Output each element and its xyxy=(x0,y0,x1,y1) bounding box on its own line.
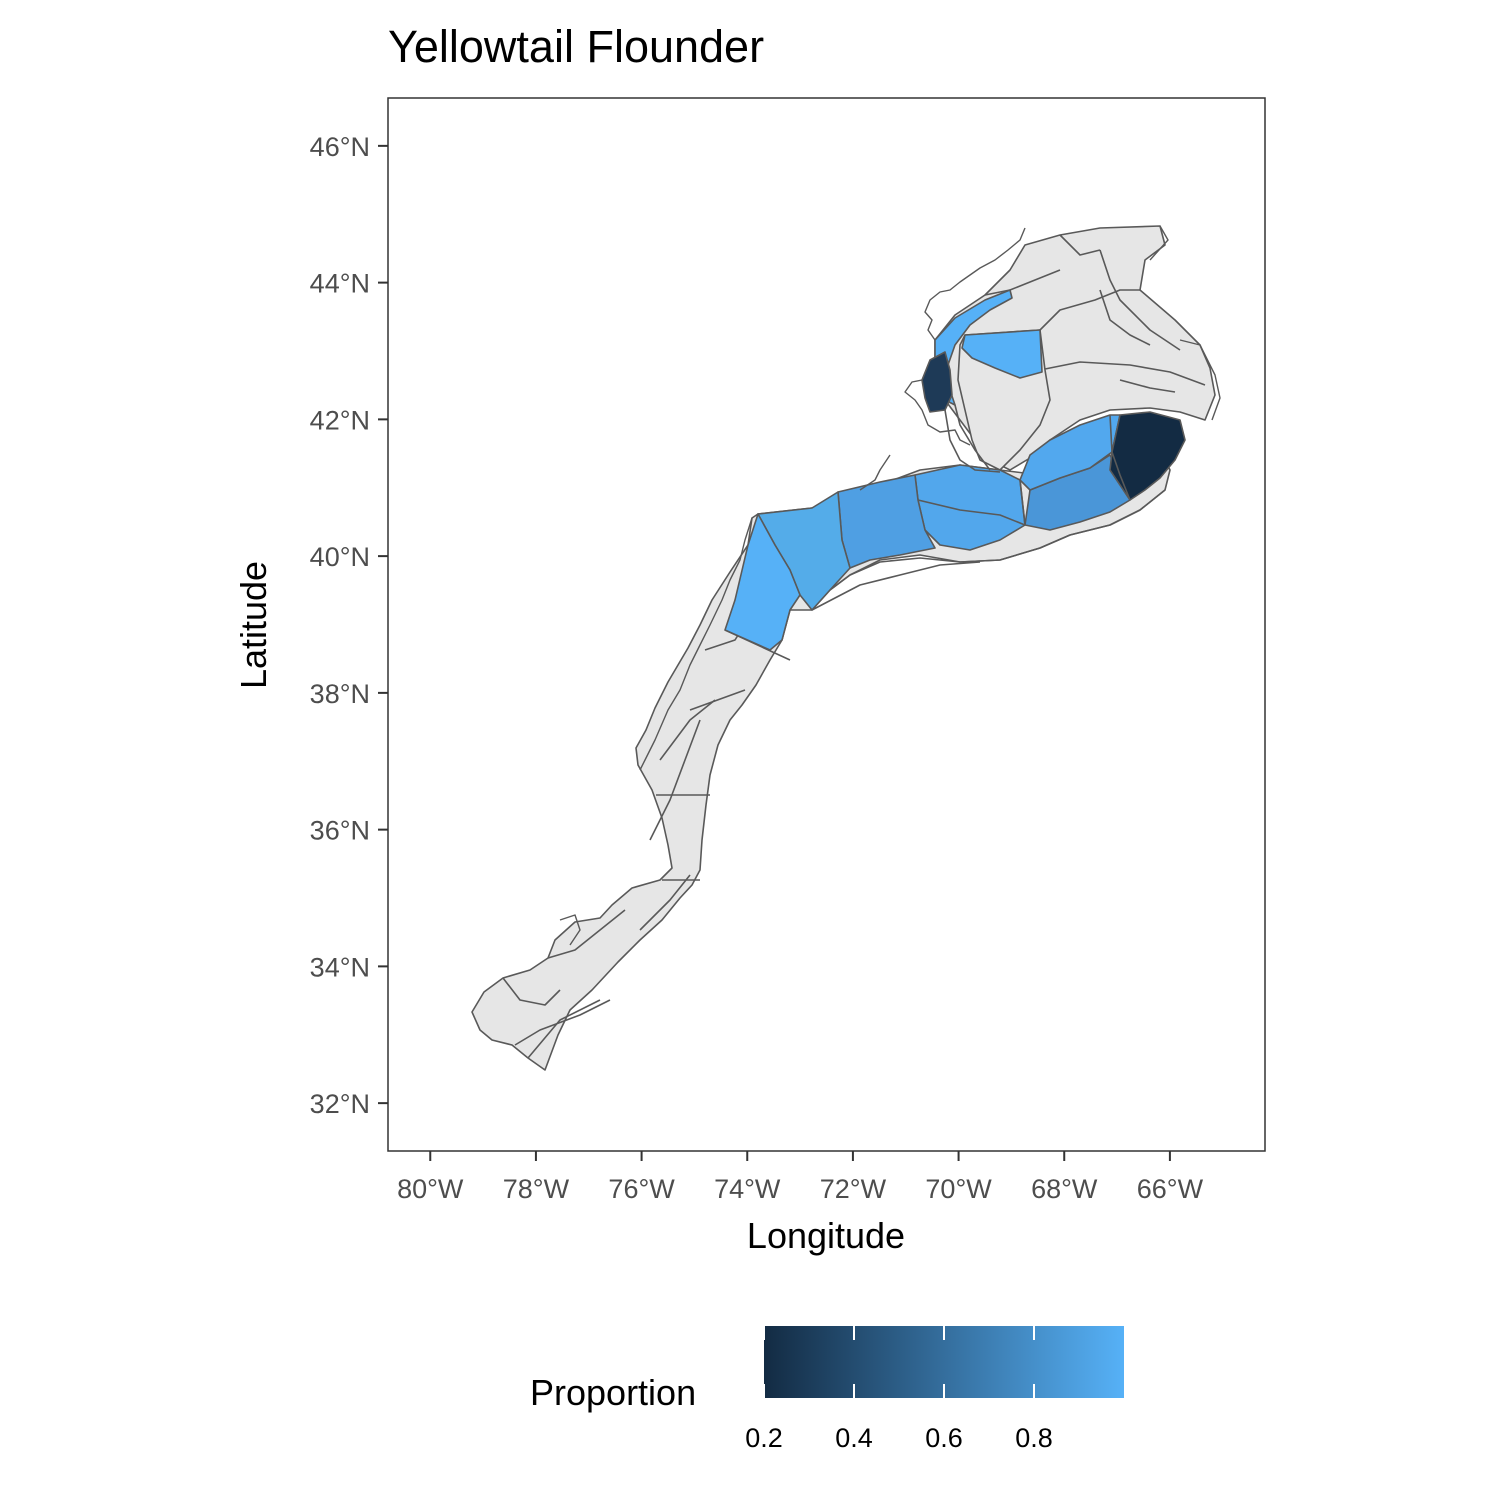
x-tick-label: 70°W xyxy=(925,1174,992,1204)
legend: Proportion 0.2 0.4 0.6 0.8 xyxy=(530,1326,1124,1453)
x-axis: 80°W 78°W 76°W 74°W 72°W 70°W 68°W 66°W xyxy=(397,1151,1204,1204)
y-tick-label: 44°N xyxy=(310,269,370,299)
plot-title: Yellowtail Flounder xyxy=(388,21,764,72)
coastline xyxy=(559,225,1221,946)
southern-strata-lines xyxy=(502,599,791,1059)
legend-tick-label: 0.6 xyxy=(925,1423,963,1453)
y-tick-label: 34°N xyxy=(310,952,370,982)
legend-ticks: 0.2 0.4 0.6 0.8 xyxy=(745,1326,1053,1453)
y-axis: 32°N 34°N 36°N 38°N 40°N 42°N 44°N 46°N xyxy=(310,132,388,1119)
y-tick-label: 38°N xyxy=(310,679,370,709)
y-tick-label: 40°N xyxy=(310,542,370,572)
x-tick-label: 68°W xyxy=(1031,1174,1098,1204)
legend-tick-label: 0.4 xyxy=(835,1423,873,1453)
legend-tick-label: 0.8 xyxy=(1015,1423,1053,1453)
x-tick-label: 66°W xyxy=(1137,1174,1204,1204)
x-tick-label: 72°W xyxy=(820,1174,887,1204)
survey-region-map xyxy=(471,225,1221,1071)
y-tick-label: 42°N xyxy=(310,405,370,435)
x-axis-title: Longitude xyxy=(747,1215,905,1256)
stratum-cape-cod-bay xyxy=(921,351,953,413)
stratum-stellwagen xyxy=(961,329,1043,379)
legend-tick-label: 0.2 xyxy=(745,1423,783,1453)
x-tick-label: 80°W xyxy=(397,1174,464,1204)
gulf-strata-lines xyxy=(984,234,1206,393)
x-tick-label: 78°W xyxy=(503,1174,570,1204)
x-tick-label: 74°W xyxy=(714,1174,781,1204)
legend-title: Proportion xyxy=(530,1372,696,1413)
y-tick-label: 32°N xyxy=(310,1089,370,1119)
stratum-nj-south xyxy=(724,513,801,651)
shelf-edge-lines xyxy=(811,404,1166,611)
y-tick-label: 46°N xyxy=(310,132,370,162)
stratum-georges-east xyxy=(1109,411,1186,501)
y-axis-title: Latitude xyxy=(233,561,274,689)
x-tick-label: 76°W xyxy=(608,1174,675,1204)
y-tick-label: 36°N xyxy=(310,816,370,846)
